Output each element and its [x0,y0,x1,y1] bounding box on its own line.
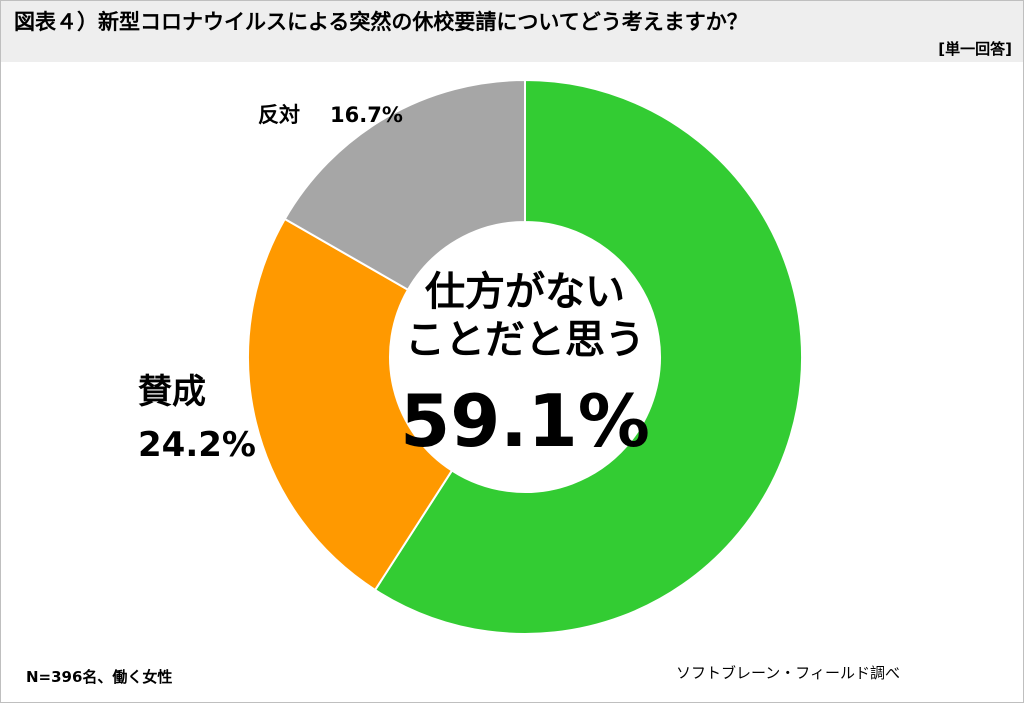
slice-label: 反対 [258,103,300,127]
source: ソフトブレーン・フィールド調べ [676,664,900,682]
chart-subtitle: [単一回答] [938,40,1012,58]
value-label: 16.7% [330,103,403,127]
slice [283,78,526,292]
note: N=396名、働く女性 [26,668,173,686]
title-band [1,1,1023,62]
slice [373,78,803,635]
slice [247,217,454,592]
value-label: 59.1% [400,379,650,463]
chart-title: 図表４）新型コロナウイルスによる突然の休校要請についてどう考えますか？ [14,10,748,34]
slice-label: 仕方がない ことだと思う [405,269,645,363]
value-label: 24.2% [138,425,256,465]
slice-label: 賛成 [138,372,206,412]
donut [247,78,803,635]
